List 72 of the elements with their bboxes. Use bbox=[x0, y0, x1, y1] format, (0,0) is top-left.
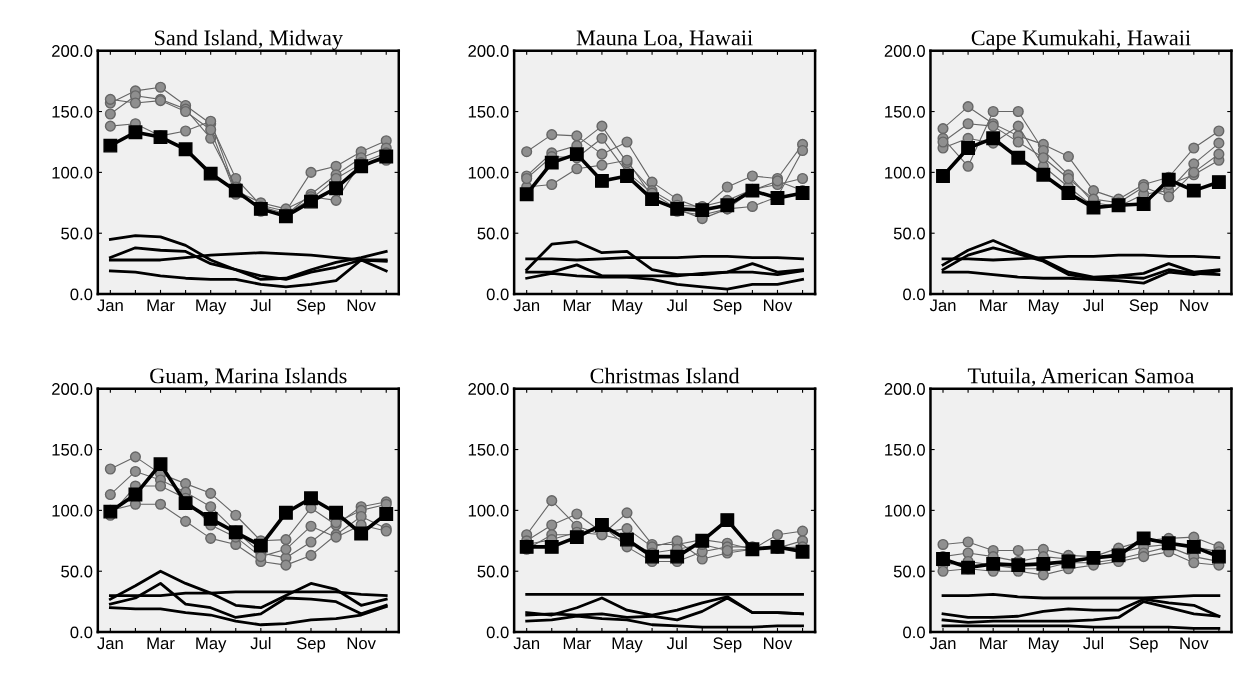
x-tick-label: Mar bbox=[980, 299, 1008, 312]
y-tick-label: 0.0 bbox=[903, 288, 925, 301]
y-tick-label: 200.0 bbox=[884, 383, 925, 395]
x-tick-label: Sep bbox=[296, 637, 326, 653]
x-tick-label: Mar bbox=[147, 299, 175, 312]
y-tick-label: 100.0 bbox=[885, 504, 925, 517]
x-tick-label: Sep bbox=[1129, 299, 1158, 315]
y-tick-label: 0.0 bbox=[70, 626, 93, 639]
x-tick-label: Jan bbox=[929, 299, 956, 312]
x-tick-label: Mar bbox=[563, 299, 591, 312]
y-tick-label: 50.0 bbox=[893, 227, 925, 240]
y-tick-label: 0.0 bbox=[70, 288, 93, 301]
y-tick-label: 50.0 bbox=[477, 227, 509, 240]
y-tick-label: 0.0 bbox=[486, 288, 509, 301]
x-tick-label: Nov bbox=[764, 637, 793, 650]
x-tick-label: Mar bbox=[980, 637, 1008, 650]
x-tick-label: Sep bbox=[713, 637, 742, 653]
y-tick-label: 200.0 bbox=[52, 383, 93, 395]
y-tick-label: 200.0 bbox=[468, 383, 509, 395]
x-tick-label: Nov bbox=[1180, 299, 1209, 312]
chart-title: Tutuila, American Samoa bbox=[967, 367, 1195, 387]
y-tick-label: 50.0 bbox=[61, 565, 93, 578]
y-tick-label: 150.0 bbox=[885, 443, 925, 456]
x-tick-label: Jan bbox=[97, 299, 123, 312]
y-tick-label: 100.0 bbox=[52, 166, 93, 179]
x-tick-label: May bbox=[612, 299, 643, 315]
x-tick-label: Mar bbox=[563, 637, 591, 650]
y-tick-label: 100.0 bbox=[468, 166, 509, 179]
x-tick-label: Nov bbox=[764, 299, 793, 312]
x-tick-label: Sep bbox=[1129, 637, 1158, 653]
x-tick-label: Jul bbox=[250, 298, 271, 312]
x-tick-label: Nov bbox=[347, 299, 376, 312]
y-tick-label: 150.0 bbox=[468, 105, 509, 118]
chart-title: Guam, Marina Islands bbox=[150, 367, 347, 387]
x-tick-label: Mar bbox=[147, 637, 175, 650]
x-tick-label: Jan bbox=[513, 637, 540, 650]
x-tick-label: Jul bbox=[666, 298, 687, 312]
y-tick-label: 0.0 bbox=[486, 626, 509, 639]
y-tick-label: 50.0 bbox=[477, 565, 509, 578]
x-tick-label: Nov bbox=[347, 637, 376, 650]
y-tick-label: 50.0 bbox=[61, 227, 93, 240]
y-tick-label: 200.0 bbox=[884, 45, 925, 57]
y-tick-label: 150.0 bbox=[52, 105, 93, 118]
x-tick-label: Sep bbox=[296, 299, 326, 315]
x-tick-label: Jan bbox=[513, 299, 540, 312]
y-tick-label: 200.0 bbox=[468, 45, 509, 57]
y-tick-label: 50.0 bbox=[893, 565, 925, 578]
x-tick-label: Jan bbox=[929, 637, 956, 650]
y-tick-label: 150.0 bbox=[468, 443, 509, 456]
x-tick-label: Jul bbox=[666, 636, 687, 650]
y-tick-label: 150.0 bbox=[52, 443, 93, 456]
x-tick-label: Jan bbox=[97, 637, 123, 650]
y-tick-label: 100.0 bbox=[885, 166, 925, 179]
y-tick-label: 0.0 bbox=[903, 626, 925, 639]
x-tick-label: Jul bbox=[1083, 298, 1104, 312]
x-tick-label: May bbox=[612, 637, 643, 653]
x-tick-label: Jul bbox=[250, 636, 271, 650]
y-tick-label: 200.0 bbox=[52, 45, 93, 57]
x-tick-label: Sep bbox=[713, 299, 742, 315]
y-tick-label: 100.0 bbox=[52, 504, 93, 517]
chart-title: Christmas Island bbox=[590, 367, 740, 384]
y-tick-label: 150.0 bbox=[885, 105, 925, 118]
x-tick-label: Jul bbox=[1083, 636, 1104, 650]
x-tick-label: May bbox=[196, 299, 227, 315]
x-tick-label: May bbox=[1028, 299, 1060, 315]
chart-title: Mauna Loa, Hawaii bbox=[576, 30, 753, 49]
chart-title: Sand Island, Midway bbox=[155, 29, 343, 50]
x-tick-label: Nov bbox=[1180, 637, 1209, 650]
x-tick-label: May bbox=[196, 637, 227, 653]
x-tick-label: May bbox=[1028, 637, 1060, 653]
chart-title: Cape Kumukahi, Hawaii bbox=[971, 29, 1191, 50]
y-tick-label: 100.0 bbox=[468, 504, 509, 517]
